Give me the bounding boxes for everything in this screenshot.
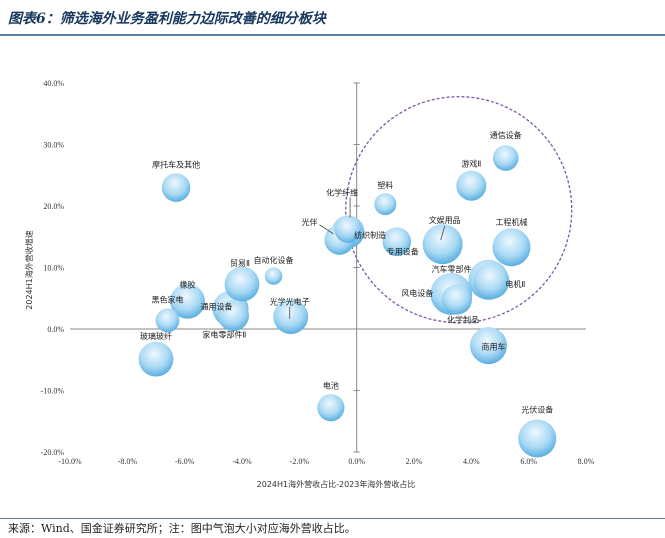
highlight-circle: [345, 96, 573, 324]
x-axis-label: 2024H1海外营收占比-2023年海外营收占比: [257, 479, 416, 489]
bubble-label: 风电设备: [401, 288, 433, 298]
bubble-label: 自动化设备: [254, 255, 294, 265]
bubble: [492, 228, 531, 267]
bubble: [273, 299, 309, 335]
y-axis-label: 2024H1海外营收增速: [24, 230, 34, 309]
bubble-label: 通用设备: [201, 302, 233, 312]
bubble: [317, 394, 345, 422]
bubble-label: 光学光电子: [270, 297, 310, 307]
bubble-label: 光伴: [302, 217, 318, 227]
bubble-label: 通信设备: [490, 130, 522, 140]
y-tick-label: 30.0%: [43, 141, 64, 150]
bubble-chart: -10.0% -8.0% -6.0% -4.0% -2.0% 0.0% 2.0% 4.0% 6.…: [24, 79, 595, 489]
bubble-label: 化学纤维: [326, 187, 358, 197]
bubble: [470, 327, 508, 365]
x-tick-label: -10.0%: [58, 457, 82, 466]
y-tick-label: 10.0%: [43, 264, 64, 273]
y-tick-label: -20.0%: [41, 448, 65, 457]
x-tick-label: -4.0%: [232, 457, 252, 466]
bubble-label: 化学制品: [447, 315, 479, 325]
bubble-label: 纺织制造: [354, 230, 386, 240]
bubble-label: 玻璃玻纤: [140, 331, 172, 341]
bubble: [217, 299, 249, 332]
bubble: [138, 341, 174, 377]
bubble-label: 光伏设备: [521, 405, 553, 415]
bubble: [382, 227, 412, 256]
bubble: [442, 284, 472, 315]
source-note: 来源：Wind、国金证券研究所；注：图中气泡大小对应海外营收占比。: [8, 522, 356, 535]
bubble-label: 塑料: [377, 180, 393, 190]
bubble-label: 家电零部件Ⅱ: [202, 330, 246, 340]
bubble: [224, 266, 260, 302]
bubble-label: 贸易Ⅱ: [230, 258, 250, 268]
footer-divider: [0, 518, 665, 519]
y-tick-label: 0.0%: [47, 325, 64, 334]
bubble: [161, 173, 191, 202]
bubble: [334, 215, 362, 243]
bubble-label: 游戏Ⅱ: [461, 159, 481, 169]
x-tick-label: -6.0%: [175, 457, 195, 466]
leader-line: [440, 226, 446, 241]
x-tick-label: -2.0%: [290, 457, 310, 466]
bubble-label: 黑色家电: [152, 294, 184, 304]
x-tick-label: 6.0%: [520, 457, 537, 466]
bubble: [155, 308, 180, 333]
x-tick-label: 0.0%: [348, 457, 365, 466]
bubble-label: 电机Ⅱ: [505, 279, 525, 289]
bubble: [264, 267, 283, 285]
bubble-label: 汽车零部件: [432, 264, 472, 274]
bubble-label: 专用设备: [387, 247, 419, 257]
bubble-label: 文娱用品: [429, 215, 461, 225]
x-tick-label: 8.0%: [578, 457, 595, 466]
bubble: [518, 419, 557, 458]
leader-line: [319, 224, 334, 235]
highlight-ring: [345, 96, 573, 324]
bubble: [170, 283, 205, 319]
chart-title: 图表6：筛选海外业务盈利能力边际改善的细分板块: [8, 11, 326, 27]
bubbles: [138, 145, 557, 458]
x-tick-label: 4.0%: [463, 457, 480, 466]
bubble: [422, 224, 463, 265]
title-divider: [0, 34, 665, 36]
axes: -10.0% -8.0% -6.0% -4.0% -2.0% 0.0% 2.0% 4.0% 6.…: [41, 79, 595, 466]
bubble-label: 工程机械: [496, 217, 528, 227]
bubble-label: 商用车: [482, 342, 506, 352]
bubble: [374, 193, 397, 216]
bubble: [492, 145, 519, 171]
bubble-label: 橡胶: [180, 279, 196, 289]
y-tick-label: -10.0%: [41, 387, 65, 396]
bubble-label: 电池: [323, 381, 339, 391]
bubble-label: 摩托车及其他: [152, 160, 200, 170]
y-tick-label: 20.0%: [43, 202, 64, 211]
y-tick-label: 40.0%: [43, 79, 64, 88]
bubble: [456, 170, 487, 201]
x-tick-label: 2.0%: [406, 457, 423, 466]
bubble: [473, 263, 510, 300]
x-tick-label: -8.0%: [118, 457, 138, 466]
